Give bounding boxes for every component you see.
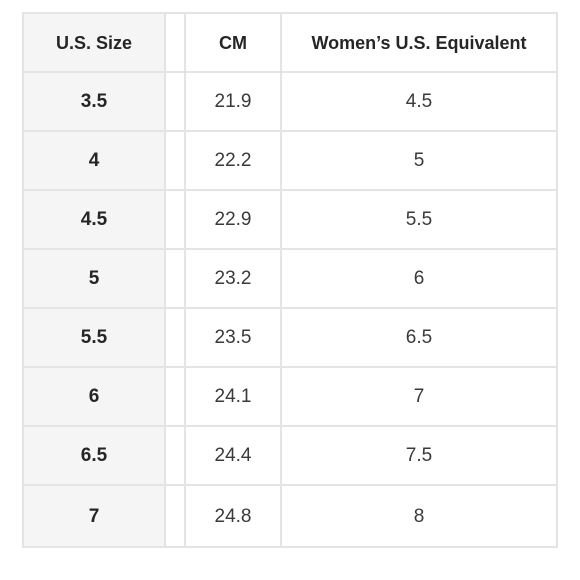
header-us-size: U.S. Size	[22, 12, 166, 73]
women-equivalent-cell: 4.5	[280, 71, 558, 132]
table-row: 7 24.8 8	[22, 484, 558, 548]
spacer-cell	[164, 189, 186, 250]
table-row: 3.5 21.9 4.5	[22, 71, 558, 132]
women-equivalent-cell: 7	[280, 366, 558, 427]
header-row: U.S. Size CM Women’s U.S. Equivalent	[22, 12, 558, 73]
cm-cell: 24.8	[184, 484, 282, 548]
spacer-cell	[164, 307, 186, 368]
spacer-cell	[164, 71, 186, 132]
spacer-cell	[164, 366, 186, 427]
table-row: 6 24.1 7	[22, 366, 558, 427]
header-cm: CM	[184, 12, 282, 73]
us-size-cell: 7	[22, 484, 166, 548]
cm-cell: 23.2	[184, 248, 282, 309]
us-size-cell: 6.5	[22, 425, 166, 486]
women-equivalent-cell: 6.5	[280, 307, 558, 368]
women-equivalent-cell: 6	[280, 248, 558, 309]
size-chart-table: U.S. Size CM Women’s U.S. Equivalent 3.5…	[22, 12, 558, 548]
spacer-cell	[164, 425, 186, 486]
women-equivalent-cell: 8	[280, 484, 558, 548]
us-size-cell: 5.5	[22, 307, 166, 368]
table-body: 3.5 21.9 4.5 4 22.2 5 4.5 22.9 5.5 5 23.…	[22, 71, 558, 548]
spacer-cell	[164, 484, 186, 548]
cm-cell: 21.9	[184, 71, 282, 132]
cm-cell: 23.5	[184, 307, 282, 368]
cm-cell: 22.9	[184, 189, 282, 250]
us-size-cell: 4	[22, 130, 166, 191]
table-row: 5 23.2 6	[22, 248, 558, 309]
table-row: 4 22.2 5	[22, 130, 558, 191]
women-equivalent-cell: 7.5	[280, 425, 558, 486]
us-size-cell: 3.5	[22, 71, 166, 132]
header-spacer	[164, 12, 186, 73]
cm-cell: 22.2	[184, 130, 282, 191]
table-header: U.S. Size CM Women’s U.S. Equivalent	[22, 12, 558, 73]
header-women-equivalent: Women’s U.S. Equivalent	[280, 12, 558, 73]
table-row: 4.5 22.9 5.5	[22, 189, 558, 250]
spacer-cell	[164, 248, 186, 309]
table-row: 6.5 24.4 7.5	[22, 425, 558, 486]
cm-cell: 24.1	[184, 366, 282, 427]
women-equivalent-cell: 5.5	[280, 189, 558, 250]
us-size-cell: 6	[22, 366, 166, 427]
women-equivalent-cell: 5	[280, 130, 558, 191]
spacer-cell	[164, 130, 186, 191]
cm-cell: 24.4	[184, 425, 282, 486]
us-size-cell: 4.5	[22, 189, 166, 250]
us-size-cell: 5	[22, 248, 166, 309]
table-row: 5.5 23.5 6.5	[22, 307, 558, 368]
